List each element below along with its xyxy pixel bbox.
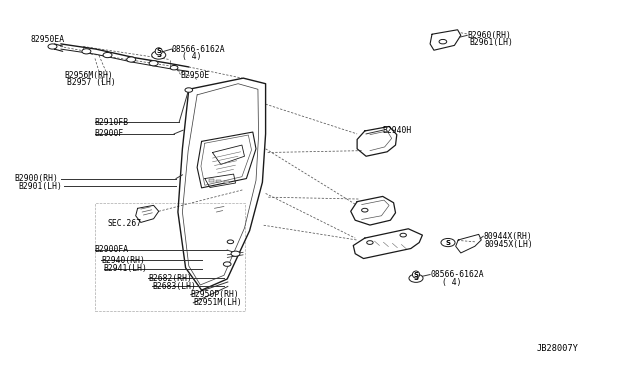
Circle shape bbox=[82, 49, 91, 54]
Circle shape bbox=[152, 51, 166, 59]
Text: JB28007Y: JB28007Y bbox=[536, 344, 579, 353]
Text: B2960(RH): B2960(RH) bbox=[467, 31, 511, 40]
Text: ( 4): ( 4) bbox=[182, 52, 202, 61]
Text: 82950EA: 82950EA bbox=[31, 35, 65, 44]
Text: B2940(RH): B2940(RH) bbox=[101, 256, 145, 265]
Circle shape bbox=[227, 240, 234, 244]
Text: S: S bbox=[156, 52, 161, 58]
Text: S: S bbox=[156, 48, 161, 54]
Text: B2900(RH): B2900(RH) bbox=[14, 174, 58, 183]
Text: B2683(LH): B2683(LH) bbox=[152, 282, 196, 291]
Text: SEC.267: SEC.267 bbox=[108, 219, 141, 228]
Circle shape bbox=[439, 39, 447, 44]
Text: 80945X(LH): 80945X(LH) bbox=[484, 240, 533, 249]
Bar bbox=[209, 179, 214, 182]
Circle shape bbox=[367, 241, 373, 244]
Text: B2941(LH): B2941(LH) bbox=[104, 264, 148, 273]
Text: B2900FA: B2900FA bbox=[95, 246, 129, 254]
Text: B2682(RH): B2682(RH) bbox=[148, 274, 193, 283]
Text: S: S bbox=[413, 275, 419, 281]
Text: B2900F: B2900F bbox=[95, 129, 124, 138]
Text: ( 4): ( 4) bbox=[442, 278, 461, 287]
Circle shape bbox=[127, 57, 136, 62]
Circle shape bbox=[409, 274, 423, 282]
Circle shape bbox=[149, 61, 158, 66]
Text: B2950P(RH): B2950P(RH) bbox=[191, 290, 239, 299]
Circle shape bbox=[223, 262, 231, 266]
Circle shape bbox=[103, 52, 112, 58]
Circle shape bbox=[170, 65, 178, 70]
Text: B2901(LH): B2901(LH) bbox=[18, 182, 62, 190]
Bar bbox=[216, 180, 221, 182]
Text: B2951M(LH): B2951M(LH) bbox=[193, 298, 242, 307]
Circle shape bbox=[231, 251, 240, 256]
Text: 08566-6162A: 08566-6162A bbox=[172, 45, 225, 54]
Text: 08566-6162A: 08566-6162A bbox=[430, 270, 484, 279]
Text: 80944X(RH): 80944X(RH) bbox=[483, 232, 532, 241]
Text: S: S bbox=[445, 240, 451, 246]
Text: B2957 (LH): B2957 (LH) bbox=[67, 78, 116, 87]
Text: S: S bbox=[413, 272, 419, 278]
Text: B2950E: B2950E bbox=[180, 71, 210, 80]
Text: B2961(LH): B2961(LH) bbox=[470, 38, 514, 47]
Text: B2956M(RH): B2956M(RH) bbox=[64, 71, 113, 80]
Text: B2940H: B2940H bbox=[383, 126, 412, 135]
Circle shape bbox=[400, 233, 406, 237]
Bar bbox=[224, 181, 229, 183]
Circle shape bbox=[48, 44, 57, 49]
Circle shape bbox=[362, 208, 368, 212]
Circle shape bbox=[185, 88, 193, 92]
Circle shape bbox=[441, 238, 455, 247]
Text: B2910FB: B2910FB bbox=[95, 118, 129, 126]
